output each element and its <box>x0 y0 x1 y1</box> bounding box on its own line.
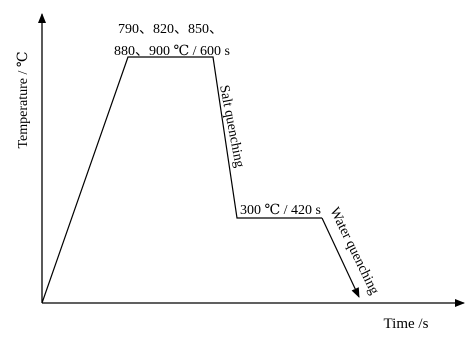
annotation: Water quenching <box>326 205 381 297</box>
y-axis-label: Temperature / ℃ <box>16 51 31 148</box>
annotation: 880、900 ℃ / 600 s <box>114 44 230 59</box>
x-axis-label: Time /s <box>384 316 429 332</box>
annotation: 790、820、850、 <box>118 22 223 37</box>
annotation: 300 ℃ / 420 s <box>240 203 321 218</box>
annotation: Salt quenching <box>216 84 247 169</box>
process-curve <box>41 56 322 304</box>
water-quench-arrow <box>321 217 360 298</box>
